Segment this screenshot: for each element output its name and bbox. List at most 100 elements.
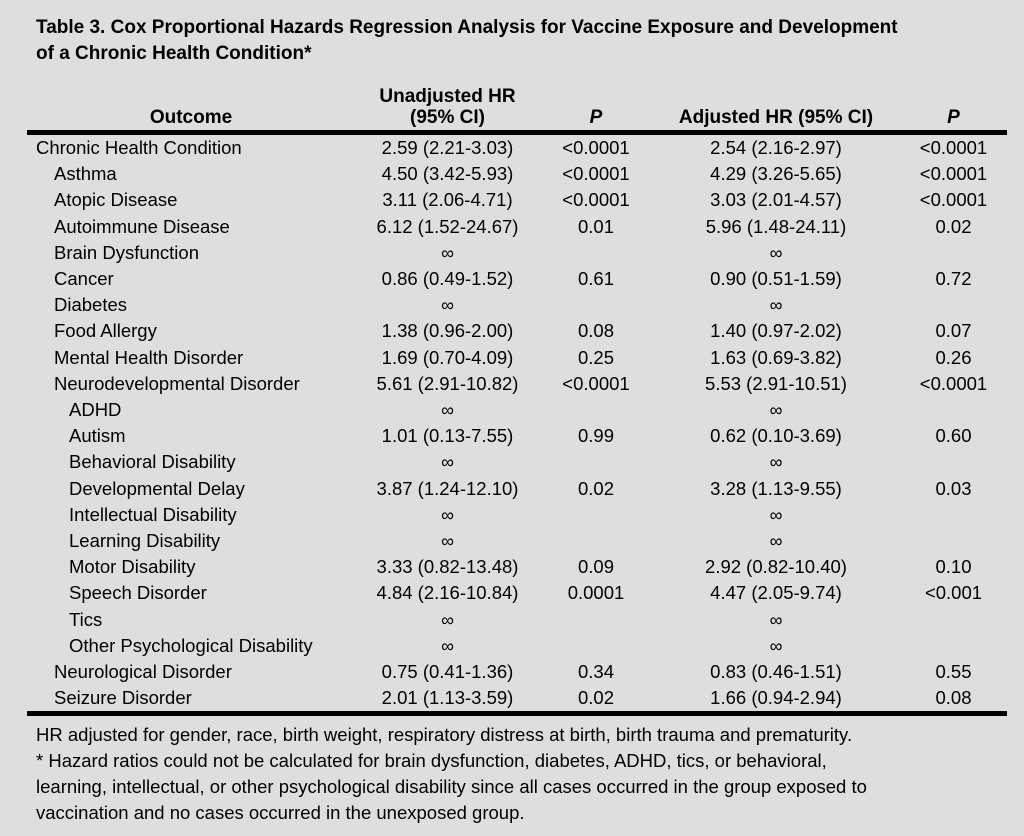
outcome-cell: Mental Health Disorder xyxy=(54,346,244,368)
unadjusted-p-cell: <0.0001 xyxy=(562,163,630,185)
outcome-cell: Behavioral Disability xyxy=(69,451,236,473)
adjusted-p-cell: 0.26 xyxy=(935,346,972,368)
unadjusted-p-cell xyxy=(540,240,652,266)
outcome-cell: Neurological Disorder xyxy=(54,661,232,683)
unadjusted-p-cell xyxy=(540,502,652,528)
adjusted-hr-cell: ∞ xyxy=(769,635,783,656)
outcome-cell: Food Allergy xyxy=(54,320,157,342)
adjusted-p-cell xyxy=(900,633,1007,659)
adjusted-hr-cell: 2.54 (2.16-2.97) xyxy=(710,137,842,158)
header-row: Outcome Unadjusted HR (95% CI) P Adjuste… xyxy=(27,86,1007,135)
table-row: Neurodevelopmental Disorder 5.61 (2.91-10… xyxy=(27,371,1007,397)
unadjusted-hr-cell: 3.87 (1.24-12.10) xyxy=(376,477,519,499)
table-row: Autism 1.01 (0.13-7.55) 0.99 0.62 (0.10-3.6… xyxy=(27,423,1007,449)
unadjusted-p-cell: 0.02 xyxy=(540,685,652,717)
outcome-cell: Tics xyxy=(69,608,103,630)
unadjusted-hr-cell: 0.86 (0.49-1.52) xyxy=(381,268,514,290)
outcome-cell: Motor Disability xyxy=(69,556,196,578)
adjusted-p-cell xyxy=(900,449,1007,475)
adjusted-p-cell: <0.0001 xyxy=(919,189,988,211)
table-row: Speech Disorder 4.84 (2.16-10.84) 0.0001 4.… xyxy=(27,580,1007,606)
adjusted-hr-cell: 1.63 (0.69-3.82) xyxy=(710,346,842,368)
adjusted-hr-cell: ∞ xyxy=(769,295,783,316)
unadjusted-hr-cell: 3.11 (2.06-4.71) xyxy=(382,189,513,211)
adjusted-hr-cell: 0.62 (0.10-3.69) xyxy=(710,425,842,447)
adjusted-p-cell: <0.0001 xyxy=(919,163,988,185)
table-row: Chronic Health Condition 2.59 (2.21-3.03)… xyxy=(27,133,1007,162)
unadjusted-p-cell: 0.08 xyxy=(577,320,614,342)
unadjusted-hr-cell: 2.01 (1.13-3.59) xyxy=(355,685,540,717)
unadjusted-p-cell: 0.09 xyxy=(577,556,614,578)
unadjusted-p-cell xyxy=(540,607,652,633)
unadjusted-hr-cell: ∞ xyxy=(441,531,454,552)
adjusted-p-cell: 0.60 xyxy=(935,425,972,447)
table-row: Neurological Disorder 0.75 (0.41-1.36) 0.3… xyxy=(27,659,1007,685)
adjusted-p-cell: <0.0001 xyxy=(919,137,988,158)
outcome-cell: Autoimmune Disease xyxy=(54,215,230,237)
header-outcome: Outcome xyxy=(27,86,355,135)
unadjusted-hr-cell: ∞ xyxy=(441,635,454,656)
outcome-cell: Learning Disability xyxy=(69,530,221,552)
adjusted-p-cell xyxy=(900,607,1007,633)
unadjusted-hr-cell: 6.12 (1.52-24.67) xyxy=(376,215,519,237)
outcome-cell: Diabetes xyxy=(54,294,128,316)
adjusted-hr-cell: ∞ xyxy=(769,609,783,630)
footnote-line: vaccination and no cases occurred in the… xyxy=(36,802,525,824)
table-row: Asthma 4.50 (3.42-5.93) <0.0001 4.29 (3.26-… xyxy=(27,161,1007,187)
table-row: Developmental Delay 3.87 (1.24-12.10) 0.02… xyxy=(27,476,1007,502)
unadjusted-hr-cell: 3.33 (0.82-13.48) xyxy=(376,556,519,578)
footnote-line: * Hazard ratios could not be calculated … xyxy=(36,750,827,772)
header-unadjusted-hr: Unadjusted HR (95% CI) xyxy=(355,86,540,135)
adjusted-p-cell: 0.07 xyxy=(935,320,972,342)
unadjusted-hr-cell: 2.59 (2.21-3.03) xyxy=(381,137,514,158)
table-row: Autoimmune Disease 6.12 (1.52-24.67) 0.01 5… xyxy=(27,214,1007,240)
adjusted-p-cell: 0.55 xyxy=(935,661,972,683)
unadjusted-hr-cell: ∞ xyxy=(441,452,454,473)
table-row: Motor Disability 3.33 (0.82-13.48) 0.09 2.9… xyxy=(27,554,1007,580)
unadjusted-p-cell: <0.0001 xyxy=(562,372,630,394)
header-adjusted-hr: Adjusted HR (95% CI) xyxy=(652,86,900,135)
footnote-line: learning, intellectual, or other psychol… xyxy=(36,776,867,798)
table-row: Behavioral Disability ∞ ∞ xyxy=(27,449,1007,475)
adjusted-hr-cell: ∞ xyxy=(769,531,783,552)
adjusted-p-cell: <0.0001 xyxy=(919,372,988,394)
outcome-cell: Brain Dysfunction xyxy=(54,241,199,263)
adjusted-p-cell xyxy=(900,502,1007,528)
adjusted-hr-cell: 0.83 (0.46-1.51) xyxy=(710,661,842,683)
adjusted-p-cell: 0.02 xyxy=(935,215,972,237)
adjusted-p-cell xyxy=(900,397,1007,423)
table-title-line1: Table 3. Cox Proportional Hazards Regres… xyxy=(36,17,898,38)
header-unadjusted-hr-line2: (95% CI) xyxy=(410,107,485,128)
outcome-cell: Speech Disorder xyxy=(69,582,207,604)
unadjusted-hr-cell: ∞ xyxy=(441,295,454,316)
outcome-cell: Chronic Health Condition xyxy=(36,137,242,158)
outcome-cell: Asthma xyxy=(54,163,117,185)
unadjusted-p-cell: <0.0001 xyxy=(562,137,630,158)
unadjusted-hr-cell: ∞ xyxy=(441,242,454,263)
header-unadjusted-hr-line1: Unadjusted HR xyxy=(379,86,516,107)
table-row: Cancer 0.86 (0.49-1.52) 0.61 0.90 (0.51-1.5… xyxy=(27,266,1007,292)
table-row: Seizure Disorder 2.01 (1.13-3.59) 0.02 1.66… xyxy=(27,685,1007,717)
unadjusted-p-cell: 0.02 xyxy=(577,477,614,499)
outcome-cell: Developmental Delay xyxy=(69,477,245,499)
table-title: Table 3. Cox Proportional Hazards Regres… xyxy=(36,15,986,67)
adjusted-p-cell xyxy=(900,240,1007,266)
table-row: Food Allergy 1.38 (0.96-2.00) 0.08 1.40 (0.… xyxy=(27,318,1007,344)
table-row: Atopic Disease 3.11 (2.06-4.71) <0.0001 3.0… xyxy=(27,187,1007,213)
adjusted-p-cell: <0.001 xyxy=(924,582,983,604)
adjusted-hr-cell: 5.53 (2.91-10.51) xyxy=(705,372,847,394)
footnote-line: HR adjusted for gender, race, birth weig… xyxy=(36,724,853,746)
adjusted-hr-cell: ∞ xyxy=(769,452,783,473)
adjusted-p-cell: 0.72 xyxy=(935,268,972,290)
unadjusted-hr-cell: 1.38 (0.96-2.00) xyxy=(381,320,514,342)
unadjusted-hr-cell: ∞ xyxy=(441,609,454,630)
unadjusted-p-cell: 0.34 xyxy=(577,661,614,683)
unadjusted-hr-cell: 4.84 (2.16-10.84) xyxy=(376,582,519,604)
adjusted-hr-cell: 3.28 (1.13-9.55) xyxy=(710,477,842,499)
unadjusted-hr-cell: ∞ xyxy=(441,400,454,421)
unadjusted-hr-cell: 4.50 (3.42-5.93) xyxy=(381,163,514,185)
unadjusted-hr-cell: 5.61 (2.91-10.82) xyxy=(376,372,519,394)
adjusted-p-cell: 0.08 xyxy=(900,685,1007,717)
adjusted-hr-cell: 1.66 (0.94-2.94) xyxy=(652,685,900,717)
